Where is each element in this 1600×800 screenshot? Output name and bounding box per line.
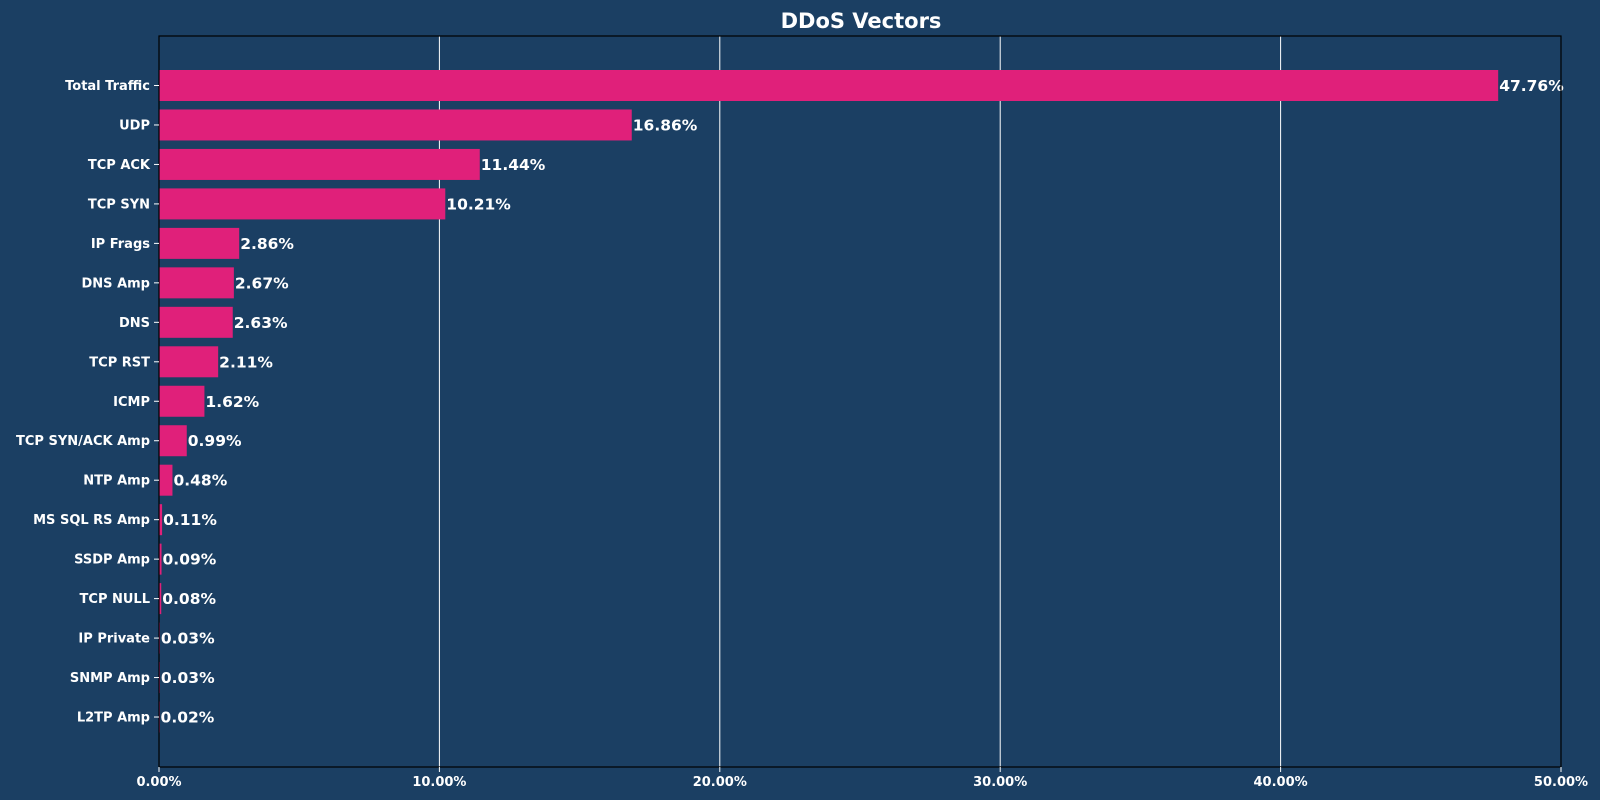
x-tick-label: 50.00% bbox=[1534, 775, 1588, 790]
bar bbox=[159, 346, 219, 378]
bar bbox=[159, 70, 1499, 101]
bar-value-label: 11.44% bbox=[481, 156, 546, 174]
x-tick-label: 40.00% bbox=[1254, 775, 1308, 790]
bar bbox=[159, 109, 632, 141]
bar-value-label: 0.99% bbox=[188, 432, 242, 450]
bar-value-label: 0.09% bbox=[163, 551, 217, 569]
x-tick-label: 0.00% bbox=[136, 775, 181, 790]
y-tick-label: TCP NULL bbox=[80, 592, 150, 607]
y-tick-label: TCP SYN bbox=[88, 197, 150, 212]
plot-frame bbox=[158, 35, 1562, 768]
bar-value-label: 0.08% bbox=[162, 590, 216, 608]
bar bbox=[159, 504, 163, 536]
y-tick-label: TCP ACK bbox=[88, 158, 151, 173]
y-tick-label: IP Frags bbox=[91, 237, 150, 252]
y-tick-label: DNS Amp bbox=[82, 276, 150, 291]
bar-value-label: 0.48% bbox=[173, 472, 227, 490]
y-tick-label: UDP bbox=[119, 118, 150, 133]
bar-value-label: 0.02% bbox=[161, 709, 215, 727]
bar-value-label: 2.63% bbox=[234, 314, 288, 332]
y-tick-label: SNMP Amp bbox=[70, 671, 150, 686]
bar bbox=[159, 267, 234, 299]
bar-value-label: 0.11% bbox=[163, 511, 217, 529]
y-tick-labels: Total Traffic UDP TCP ACK TCP SYN IP Frags DN… bbox=[16, 79, 159, 726]
bars bbox=[159, 70, 1499, 733]
value-labels: 47.76% 16.86% 11.44% 10.21% 2.86% 2.67% 2.63% 2… bbox=[161, 77, 1565, 727]
y-tick-label: TCP SYN/ACK Amp bbox=[16, 434, 150, 449]
bar-value-label: 2.86% bbox=[240, 235, 294, 253]
bar bbox=[159, 148, 480, 180]
bar bbox=[159, 464, 173, 496]
bar-value-label: 2.67% bbox=[235, 274, 289, 292]
bar-value-label: 0.03% bbox=[161, 630, 215, 648]
gridlines bbox=[438, 36, 1562, 767]
y-tick-label: L2TP Amp bbox=[77, 711, 150, 726]
y-tick-label: ICMP bbox=[113, 395, 150, 410]
bar-value-label: 16.86% bbox=[633, 116, 698, 134]
y-tick-label: TCP RST bbox=[89, 355, 150, 370]
bar bbox=[159, 425, 187, 457]
x-tick-label: 20.00% bbox=[693, 775, 747, 790]
x-tick-label: 10.00% bbox=[412, 775, 466, 790]
bar bbox=[159, 227, 240, 259]
bar bbox=[159, 306, 233, 338]
bar bbox=[159, 583, 162, 615]
bar-value-label: 1.62% bbox=[205, 393, 259, 411]
y-tick-label: DNS bbox=[119, 316, 150, 331]
bar-value-label: 0.03% bbox=[161, 669, 215, 687]
y-tick-label: IP Private bbox=[78, 632, 150, 647]
bar bbox=[159, 543, 162, 575]
x-tick-labels: 0.00% 10.00% 20.00% 30.00% 40.00% 50.00% bbox=[136, 767, 1588, 790]
bar-value-label: 2.11% bbox=[219, 353, 273, 371]
bar-value-label: 10.21% bbox=[446, 195, 511, 213]
bar-value-label: 47.76% bbox=[1499, 77, 1564, 95]
bar bbox=[159, 188, 446, 220]
y-tick-label: MS SQL RS Amp bbox=[33, 513, 150, 528]
chart-title: DDoS Vectors bbox=[780, 9, 942, 33]
x-tick-label: 30.00% bbox=[973, 775, 1027, 790]
bar bbox=[159, 385, 205, 417]
axes bbox=[158, 35, 1562, 768]
y-tick-label: SSDP Amp bbox=[74, 553, 150, 568]
y-tick-label: NTP Amp bbox=[83, 474, 150, 489]
y-tick-label: Total Traffic bbox=[65, 79, 150, 94]
